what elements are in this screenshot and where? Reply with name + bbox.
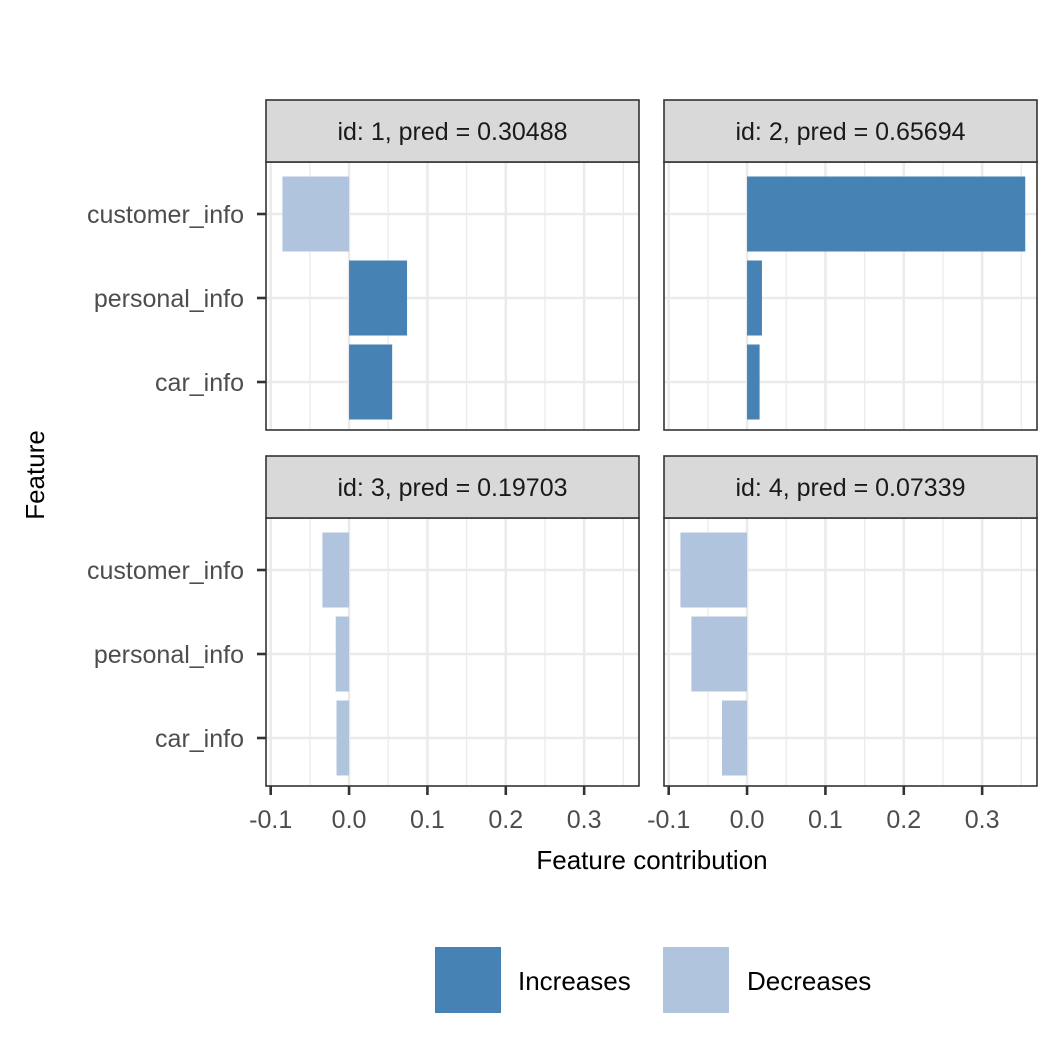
- bar-personal_info: [747, 260, 762, 336]
- y-tick-label: personal_info: [94, 285, 244, 313]
- facet-title: id: 2, pred = 0.65694: [735, 118, 965, 146]
- bar-car_info: [349, 344, 393, 420]
- x-tick-label: 0.1: [410, 806, 445, 834]
- y-tick-label: customer_info: [87, 201, 244, 229]
- bar-car_info: [721, 700, 748, 776]
- facet-title: id: 3, pred = 0.19703: [337, 474, 567, 502]
- bar-personal_info: [349, 260, 408, 336]
- x-tick-label: 0.1: [808, 806, 843, 834]
- x-axis-title: Feature contribution: [536, 845, 767, 875]
- strip-background: [663, 99, 1038, 163]
- x-tick-label: 0.0: [332, 806, 367, 834]
- facet-title: id: 1, pred = 0.30488: [337, 118, 567, 146]
- y-tick-label: customer_info: [87, 557, 244, 585]
- bar-personal_info: [691, 616, 748, 692]
- facet-panel-2: id: 2, pred = 0.65694: [663, 99, 1038, 431]
- y-tick-label: car_info: [155, 369, 244, 397]
- bar-personal_info: [335, 616, 350, 692]
- y-axis-title: Feature: [20, 430, 50, 520]
- x-tick-label: 0.0: [730, 806, 765, 834]
- x-tick-label: -0.1: [647, 806, 690, 834]
- x-tick-label: 0.2: [488, 806, 523, 834]
- legend-key-increases: [435, 947, 501, 1013]
- facet-title: id: 4, pred = 0.07339: [735, 474, 965, 502]
- legend-label: Increases: [518, 966, 631, 996]
- bar-customer_info: [747, 176, 1026, 252]
- x-tick-label: 0.2: [886, 806, 921, 834]
- legend-key-decreases: [663, 947, 729, 1013]
- x-tick-label: 0.3: [965, 806, 1000, 834]
- y-tick-label: car_info: [155, 725, 244, 753]
- bar-car_info: [336, 700, 350, 776]
- bar-customer_info: [680, 532, 748, 608]
- y-tick-label: personal_info: [94, 641, 244, 669]
- x-tick-label: 0.3: [567, 806, 602, 834]
- facet-panel-1: id: 1, pred = 0.30488 customer_infoperson…: [87, 99, 640, 431]
- legend: Increases Decreases: [435, 947, 871, 1013]
- facet-panel-4: id: 4, pred = 0.07339 -0.1 0.0 0.1 0.2 0.3: [647, 455, 1038, 834]
- bar-customer_info: [282, 176, 350, 252]
- facet-panel-3: id: 3, pred = 0.19703 customer_infoperson…: [87, 455, 640, 834]
- strip-background: [663, 455, 1038, 519]
- legend-label: Decreases: [747, 966, 871, 996]
- strip-background: [265, 99, 640, 163]
- x-tick-label: -0.1: [249, 806, 292, 834]
- strip-background: [265, 455, 640, 519]
- bar-car_info: [747, 344, 760, 420]
- bar-customer_info: [322, 532, 350, 608]
